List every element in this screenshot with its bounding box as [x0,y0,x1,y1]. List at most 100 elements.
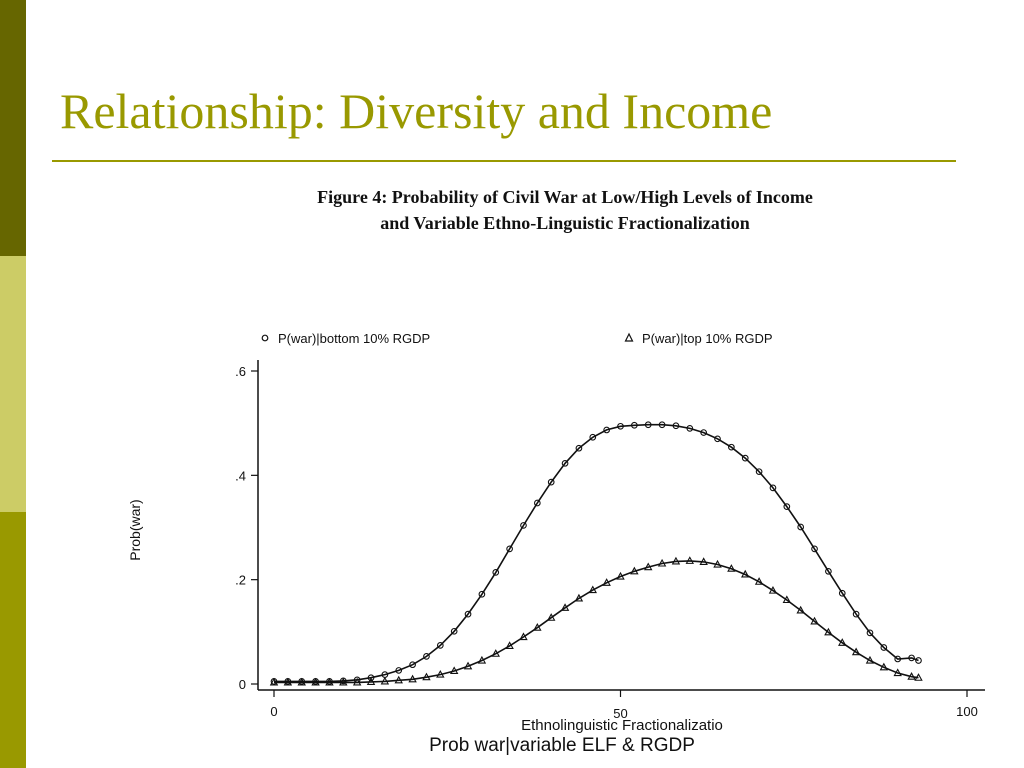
data-point [311,677,320,686]
data-point [838,589,846,597]
x-tick-label: 0 [270,704,277,719]
slide-title: Relationship: Diversity and Income [60,83,773,139]
data-point [825,567,832,575]
data-point [741,569,750,578]
data-point [838,638,847,646]
data-point [851,647,861,656]
data-point [782,595,792,604]
data-point [728,443,735,451]
series-bottom-10-rgdp [270,421,922,685]
data-point [436,669,445,678]
data-point [436,642,444,649]
data-point [658,421,666,429]
data-point [685,556,695,564]
chart-series-layer [269,421,923,686]
data-point [755,468,763,476]
data-point [464,610,472,618]
data-point [547,478,555,486]
data-point [727,564,736,572]
data-point [914,673,923,681]
data-point [754,577,764,585]
y-tick-label: .6 [235,364,246,379]
data-point [768,585,778,594]
data-point [546,613,556,621]
series-line [274,423,919,683]
legend-label: P(war)|top 10% RGDP [642,331,773,346]
data-point [325,677,334,686]
data-point [894,655,902,663]
x-axis-label: Ethnolinguistic Fractionalizatio [521,717,723,734]
data-point [879,662,889,671]
data-point [394,675,403,684]
data-point [617,422,624,430]
figure-caption-line-1: Figure 4: Probability of Civil War at Lo… [317,187,813,207]
data-point [505,641,514,649]
data-point [631,421,638,429]
data-point [423,653,430,660]
data-point [574,593,584,602]
data-point [449,666,459,675]
data-point [783,503,791,510]
data-point [741,454,749,462]
figure-caption: Figure 4: Probability of Civil War at Lo… [160,184,970,236]
data-point [380,676,390,685]
x-tick-label: 50 [613,706,627,721]
legend-label: P(war)|bottom 10% RGDP [278,331,430,346]
data-point [450,627,458,635]
data-point [714,435,721,443]
data-point [589,433,597,441]
y-tick-label: 0 [239,677,246,692]
data-point [269,677,279,686]
data-point [769,484,777,492]
data-point [700,429,708,436]
data-point [908,654,915,662]
series-line [274,560,919,684]
x-tick-label: 100 [956,704,978,719]
data-point [657,558,667,567]
data-point [409,661,416,669]
data-point [907,672,916,680]
data-point [283,677,293,686]
data-point [852,610,860,618]
y-axis-label: Prob(war) [127,499,143,560]
data-point [506,545,513,553]
data-point [810,616,819,625]
data-point [588,585,598,594]
data-point [811,545,818,553]
chart-axes: 0 .2 .4 .6 0 50 100 [235,360,985,721]
data-point [519,632,528,641]
data-point [713,559,722,568]
data-point [603,426,610,434]
y-tick-label: .2 [235,573,246,588]
data-point [824,627,833,636]
data-point [477,655,487,664]
data-point [602,578,611,586]
data-point [492,569,500,576]
data-point [478,590,486,598]
data-point [352,677,362,686]
legend-marker-circle-icon [261,334,269,342]
data-point [797,523,805,531]
data-point [893,668,902,677]
title-underline [52,160,956,162]
data-point [644,421,652,429]
data-point [865,655,875,664]
data-point [408,674,417,683]
data-point [671,556,681,565]
chart-subtitle: Prob war|variable ELF & RGDP [429,735,695,756]
data-point [463,661,473,670]
data-point [630,566,639,575]
data-point [699,557,708,565]
data-point [533,499,541,507]
data-point [366,677,376,685]
data-point [297,677,306,686]
data-point [575,444,583,452]
data-point [686,425,694,432]
chart-legend: P(war)|bottom 10% RGDP P(war)|top 10% RGD… [261,331,773,346]
data-point [643,562,653,571]
figure-caption-line-2: and Variable Ethno-Linguistic Fractional… [380,213,750,233]
sidebar-band-top [0,0,26,256]
sidebar-band-bottom [0,512,26,768]
data-point [560,603,570,611]
